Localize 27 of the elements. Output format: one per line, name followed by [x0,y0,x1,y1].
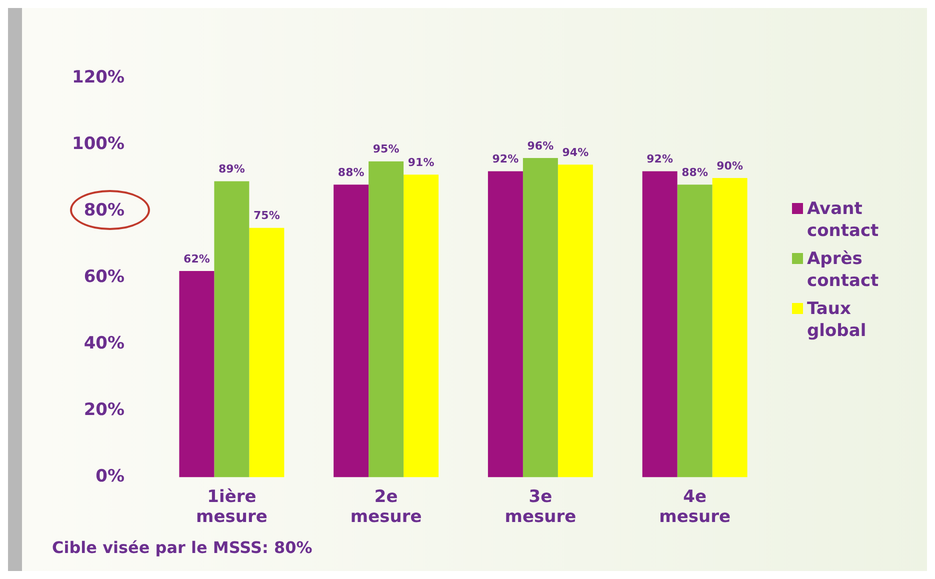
data-label: 90% [716,159,743,172]
y-tick-label: 100% [72,134,125,154]
data-label: 94% [562,146,589,160]
x-tick-label: 2e mesure [350,486,422,528]
data-label: 92% [646,152,673,166]
data-label: 95% [372,142,400,156]
data-label: 89% [218,162,245,176]
data-label: 88% [338,166,364,179]
text: Cible visée par le MSSS: 80% [52,538,312,557]
legend-label: Taux global [807,298,868,342]
data-label: 92% [492,152,519,166]
data-label: 62% [184,252,210,266]
data-label: 75% [254,209,280,222]
y-tick-label: 80% [84,200,125,221]
y-tick-label: 20% [84,400,125,420]
x-tick-label: 1ière mesure [196,486,268,528]
data-label: 88% [682,166,708,179]
legend-label: Avant contact [807,198,880,242]
y-tick-label: 0% [96,466,125,487]
x-tick-label: 4e mesure [659,486,731,528]
data-label: 96% [527,139,554,152]
legend-label: Après contact [807,248,880,292]
y-tick-label: 60% [84,267,125,288]
y-tick-label: 120% [72,68,125,88]
x-tick-label: 3e mesure [504,486,576,528]
y-tick-label: 40% [84,334,125,354]
data-label: 91% [408,156,434,169]
